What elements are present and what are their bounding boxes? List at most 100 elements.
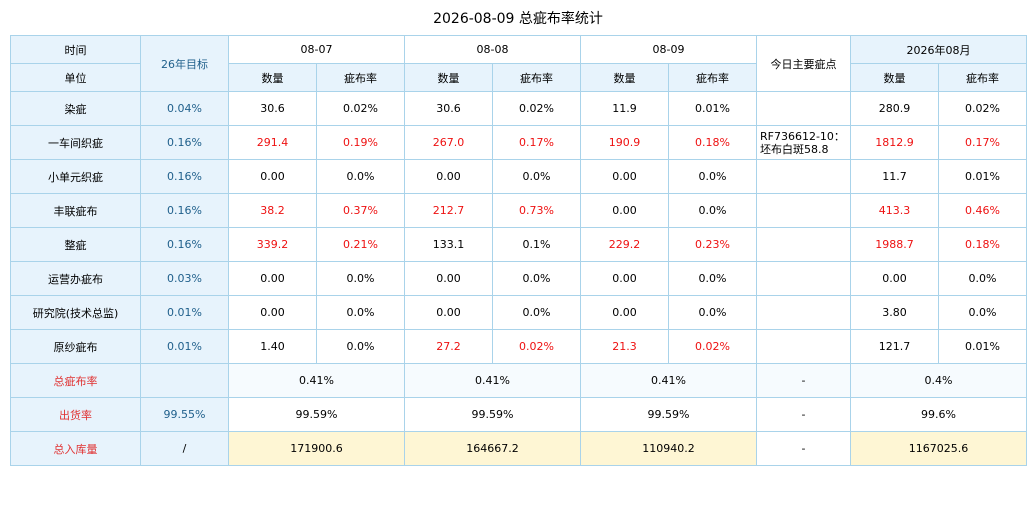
cell-rate: 0.23% <box>668 227 757 262</box>
cell-qty: 133.1 <box>404 227 493 262</box>
summary-day-1: 171900.6 <box>228 431 405 466</box>
cell-rate: 0.02% <box>316 91 405 126</box>
cell-note <box>756 193 851 228</box>
cell-month-rate: 0.01% <box>938 329 1027 364</box>
row-label: 丰联疵布 <box>10 193 141 228</box>
cell-month-rate: 0.46% <box>938 193 1027 228</box>
summary-day-2: 99.59% <box>404 397 581 432</box>
summary-target: 99.55% <box>140 397 229 432</box>
header-date-1: 08-07 <box>228 35 405 64</box>
summary-note: - <box>756 363 851 398</box>
cell-qty: 0.00 <box>404 295 493 330</box>
cell-qty: 38.2 <box>228 193 317 228</box>
cell-qty: 0.00 <box>404 159 493 194</box>
table-row: 研究院(技术总监) 0.01% 0.00 0.0% 0.00 0.0% 0.00… <box>10 295 1027 330</box>
cell-month-qty: 280.9 <box>850 91 939 126</box>
cell-rate: 0.21% <box>316 227 405 262</box>
cell-qty: 30.6 <box>228 91 317 126</box>
row-target: 0.16% <box>140 159 229 194</box>
cell-month-rate: 0.01% <box>938 159 1027 194</box>
cell-qty: 0.00 <box>580 193 669 228</box>
summary-label: 总疵布率 <box>10 363 141 398</box>
row-label: 运营办疵布 <box>10 261 141 296</box>
cell-month-rate: 0.0% <box>938 261 1027 296</box>
summary-month: 0.4% <box>850 363 1027 398</box>
row-target: 0.16% <box>140 227 229 262</box>
cell-rate: 0.73% <box>492 193 581 228</box>
cell-rate: 0.19% <box>316 125 405 160</box>
cell-month-rate: 0.17% <box>938 125 1027 160</box>
header-qty: 数量 <box>580 63 669 92</box>
row-target: 0.16% <box>140 125 229 160</box>
summary-day-3: 0.41% <box>580 363 757 398</box>
summary-month: 1167025.6 <box>850 431 1027 466</box>
cell-qty: 291.4 <box>228 125 317 160</box>
summary-day-2: 0.41% <box>404 363 581 398</box>
summary-day-3: 110940.2 <box>580 431 757 466</box>
cell-month-rate: 0.02% <box>938 91 1027 126</box>
cell-qty: 1.40 <box>228 329 317 364</box>
cell-month-qty: 11.7 <box>850 159 939 194</box>
summary-month: 99.6% <box>850 397 1027 432</box>
table-row: 原纱疵布 0.01% 1.40 0.0% 27.2 0.02% 21.3 0.0… <box>10 329 1027 364</box>
cell-note <box>756 261 851 296</box>
cell-qty: 212.7 <box>404 193 493 228</box>
summary-row-shipment-rate: 出货率 99.55% 99.59% 99.59% 99.59% - 99.6% <box>10 397 1027 432</box>
summary-note: - <box>756 397 851 432</box>
cell-qty: 339.2 <box>228 227 317 262</box>
cell-qty: 0.00 <box>580 261 669 296</box>
header-qty: 数量 <box>404 63 493 92</box>
cell-qty: 267.0 <box>404 125 493 160</box>
cell-note <box>756 227 851 262</box>
cell-note <box>756 91 851 126</box>
header-month: 2026年08月 <box>850 35 1027 64</box>
cell-rate: 0.18% <box>668 125 757 160</box>
row-label: 一车间织疵 <box>10 125 141 160</box>
cell-rate: 0.01% <box>668 91 757 126</box>
cell-rate: 0.0% <box>316 295 405 330</box>
cell-rate: 0.0% <box>492 295 581 330</box>
cell-rate: 0.02% <box>492 329 581 364</box>
cell-month-qty: 3.80 <box>850 295 939 330</box>
cell-rate: 0.0% <box>668 193 757 228</box>
table-row: 整疵 0.16% 339.2 0.21% 133.1 0.1% 229.2 0.… <box>10 227 1027 262</box>
cell-rate: 0.0% <box>492 261 581 296</box>
row-target: 0.01% <box>140 329 229 364</box>
header-unit: 单位 <box>10 63 141 92</box>
summary-note: - <box>756 431 851 466</box>
summary-target: / <box>140 431 229 466</box>
cell-month-qty: 413.3 <box>850 193 939 228</box>
cell-rate: 0.0% <box>668 159 757 194</box>
summary-row-total-defect-rate: 总疵布率 0.41% 0.41% 0.41% - 0.4% <box>10 363 1027 398</box>
cell-month-qty: 121.7 <box>850 329 939 364</box>
cell-qty: 0.00 <box>404 261 493 296</box>
header-rate: 疵布率 <box>316 63 405 92</box>
cell-rate: 0.0% <box>316 329 405 364</box>
cell-month-rate: 0.18% <box>938 227 1027 262</box>
row-target: 0.03% <box>140 261 229 296</box>
table-row: 运营办疵布 0.03% 0.00 0.0% 0.00 0.0% 0.00 0.0… <box>10 261 1027 296</box>
header-rate: 疵布率 <box>668 63 757 92</box>
summary-target <box>140 363 229 398</box>
header-date-2: 08-08 <box>404 35 581 64</box>
cell-rate: 0.17% <box>492 125 581 160</box>
cell-note: RF736612-10：坯布白斑58.8 <box>756 125 851 160</box>
cell-qty: 0.00 <box>580 295 669 330</box>
cell-note <box>756 295 851 330</box>
cell-qty: 0.00 <box>228 295 317 330</box>
summary-day-2: 164667.2 <box>404 431 581 466</box>
row-label: 小单元织疵 <box>10 159 141 194</box>
cell-rate: 0.0% <box>316 261 405 296</box>
cell-month-rate: 0.0% <box>938 295 1027 330</box>
header-date-3: 08-09 <box>580 35 757 64</box>
page-title: 2026-08-09 总疵布率统计 <box>433 11 603 27</box>
header-main-defect: 今日主要疵点 <box>756 35 851 92</box>
table-row: 小单元织疵 0.16% 0.00 0.0% 0.00 0.0% 0.00 0.0… <box>10 159 1027 194</box>
cell-rate: 0.0% <box>492 159 581 194</box>
table-row: 一车间织疵 0.16% 291.4 0.19% 267.0 0.17% 190.… <box>10 125 1027 160</box>
header-target: 26年目标 <box>140 35 229 92</box>
row-label: 原纱疵布 <box>10 329 141 364</box>
row-target: 0.01% <box>140 295 229 330</box>
header-time: 时间 <box>10 35 141 64</box>
cell-rate: 0.1% <box>492 227 581 262</box>
